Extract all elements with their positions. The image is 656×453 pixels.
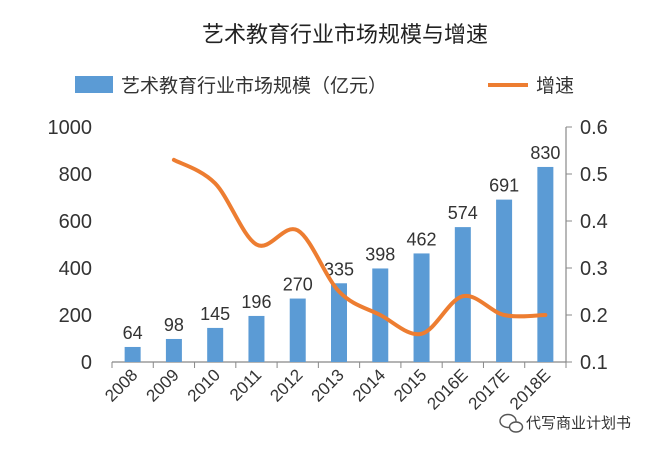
bar	[331, 283, 347, 362]
bar	[207, 327, 224, 362]
legend-bar-label: 艺术教育行业市场规模（亿元）	[121, 75, 387, 97]
y-left-tick-label: 200	[59, 305, 92, 327]
bar-value-label: 335	[324, 259, 354, 279]
legend-line-label: 增速	[536, 75, 574, 97]
bar-value-label: 398	[365, 244, 395, 264]
legend-bar-swatch	[75, 76, 113, 93]
bar	[165, 338, 182, 362]
x-tick-label: 2013	[308, 365, 348, 405]
bar-value-label: 462	[407, 229, 437, 249]
y-left-tick-label: 0	[81, 352, 92, 374]
y-right-tick-labels: 0.1 0.2 0.3 0.4 0.5 0.6	[580, 117, 608, 374]
x-tick-label: 2018E	[506, 365, 554, 413]
bar	[248, 315, 265, 362]
y-right-tick-label: 0.1	[580, 352, 608, 374]
bar-value-label: 196	[241, 292, 271, 312]
bar	[537, 166, 554, 362]
growth-line	[171, 157, 548, 337]
watermark: 代写商业计划书	[499, 413, 631, 433]
y-left-tick-label: 400	[59, 258, 92, 280]
bar-value-label: 691	[489, 176, 519, 196]
y-left-tick-label: 1000	[48, 117, 93, 139]
watermark-text: 代写商业计划书	[526, 414, 631, 432]
y-right-tick-label: 0.4	[580, 211, 608, 233]
bar-value-label: 574	[448, 203, 478, 223]
x-tick-label: 2008	[101, 365, 141, 405]
x-tick-label: 2009	[143, 365, 183, 405]
y-right-tick-label: 0.5	[580, 164, 608, 186]
x-tick-label: 2012	[266, 365, 306, 405]
x-tick-label: 2016E	[423, 365, 471, 413]
bar-value-label: 98	[164, 315, 184, 335]
x-tick-label: 2014	[349, 365, 389, 405]
x-tick-label: 2017E	[465, 365, 513, 413]
bar-labels: 64 98 145 196 270 335 398 462 574 691 830	[123, 143, 561, 343]
y-right-tick-label: 0.2	[580, 305, 608, 327]
chart-title: 艺术教育行业市场规模与增速	[202, 23, 488, 48]
x-tick-labels: 2008 2009 2010 2011 2012 2013 2014 20152016E201…	[101, 365, 554, 413]
y-left-tick-label: 800	[59, 164, 92, 186]
wechat-icon	[499, 413, 524, 433]
bar-value-label: 64	[123, 323, 143, 343]
bar	[124, 346, 141, 362]
y-left-tick-label: 600	[59, 211, 92, 233]
bar-value-label: 270	[283, 275, 313, 295]
legend: 艺术教育行业市场规模（亿元） 增速	[75, 75, 574, 97]
x-tick-label: 2010	[184, 365, 224, 405]
y-right-tick-label: 0.6	[580, 117, 608, 139]
y-left-tick-labels: 0 200 400 600 800 1000	[48, 117, 93, 374]
bar-value-label: 145	[200, 304, 230, 324]
bar-value-label: 830	[530, 143, 560, 163]
growth-line-path	[171, 157, 548, 337]
bar	[289, 298, 306, 362]
bar	[496, 199, 513, 362]
y-right-tick-label: 0.3	[580, 258, 608, 280]
bar	[413, 253, 430, 362]
x-tick-label: 2011	[226, 365, 265, 404]
